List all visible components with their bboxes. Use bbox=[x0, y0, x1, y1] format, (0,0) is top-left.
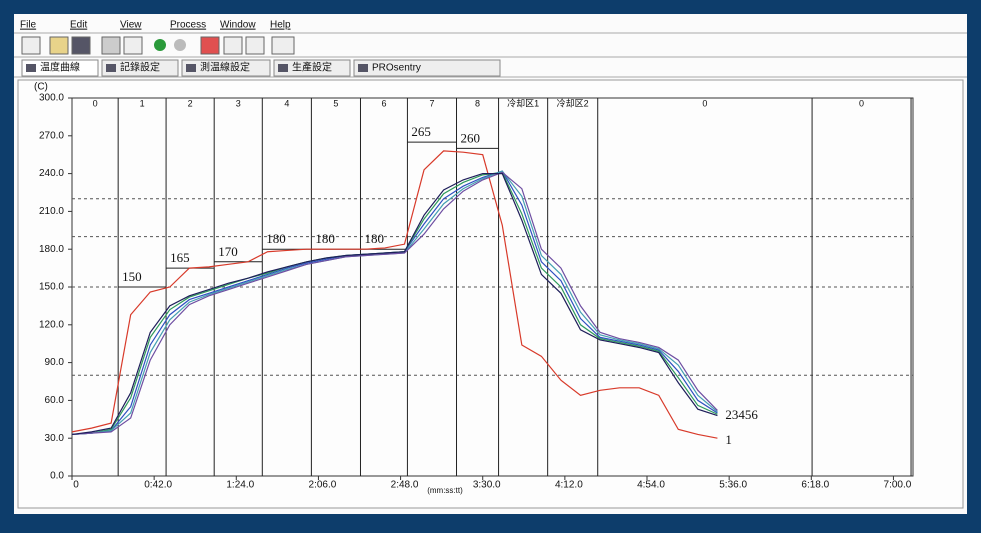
save-button[interactable] bbox=[71, 36, 91, 55]
tab-label: PROsentry bbox=[372, 63, 421, 74]
about-button[interactable] bbox=[245, 36, 265, 55]
zone-label: 冷却区2 bbox=[557, 97, 589, 108]
tab-label: 生產設定 bbox=[292, 61, 332, 74]
zone-label: 6 bbox=[381, 98, 386, 108]
menu-item[interactable]: Edit bbox=[70, 20, 87, 31]
new-button[interactable] bbox=[21, 36, 41, 55]
zone-label: 0 bbox=[93, 98, 98, 108]
y-unit-label: (C) bbox=[34, 82, 48, 93]
y-tick-label: 30.0 bbox=[45, 433, 65, 444]
setpoint-label: 180 bbox=[266, 231, 286, 246]
x-tick-label: 4:12.0 bbox=[555, 480, 583, 491]
y-tick-label: 60.0 bbox=[45, 395, 65, 406]
tab-icon bbox=[186, 64, 196, 72]
tab[interactable] bbox=[21, 59, 99, 77]
y-tick-label: 300.0 bbox=[39, 93, 64, 104]
zone-button[interactable] bbox=[200, 36, 220, 55]
curve-label: 1 bbox=[725, 432, 732, 447]
x-tick-label: 4:54.0 bbox=[637, 480, 665, 491]
y-tick-label: 270.0 bbox=[39, 130, 64, 141]
temperature-curve bbox=[71, 173, 718, 436]
zone-label: 1 bbox=[140, 98, 145, 108]
x-tick-label: 3:30.0 bbox=[473, 480, 501, 491]
zone-label: 4 bbox=[284, 98, 289, 108]
y-tick-label: 90.0 bbox=[45, 357, 65, 368]
y-tick-label: 180.0 bbox=[39, 244, 64, 255]
tab-icon bbox=[106, 64, 116, 72]
toolbar bbox=[14, 36, 967, 78]
y-tick-label: 150.0 bbox=[39, 282, 64, 293]
chart-panel bbox=[17, 79, 964, 509]
y-tick-label: 0.0 bbox=[50, 471, 64, 482]
zone-label: 3 bbox=[236, 98, 241, 108]
tab-icon bbox=[278, 64, 288, 72]
zone-label: 5 bbox=[333, 98, 338, 108]
tab[interactable] bbox=[181, 59, 271, 77]
x-tick-label: 7:00.0 bbox=[884, 480, 912, 491]
setpoint-label: 170 bbox=[218, 244, 238, 259]
stop-button[interactable] bbox=[174, 39, 186, 51]
setpoint-label: 180 bbox=[364, 231, 384, 246]
zone-label: 8 bbox=[475, 98, 480, 108]
zone-label: 0 bbox=[702, 98, 707, 108]
menu-item[interactable]: File bbox=[20, 20, 37, 31]
setpoint-label: 165 bbox=[170, 250, 190, 265]
temperature-curve bbox=[71, 150, 718, 439]
x-axis-label: (mm:ss:tt) bbox=[427, 486, 463, 495]
probe-button[interactable] bbox=[223, 36, 243, 55]
menu-item[interactable]: View bbox=[120, 20, 142, 31]
tab[interactable] bbox=[353, 59, 501, 77]
tab-icon bbox=[26, 64, 36, 72]
menu-item[interactable]: Help bbox=[270, 20, 291, 31]
x-tick-label: 2:06.0 bbox=[309, 480, 337, 491]
setpoint-label: 150 bbox=[122, 269, 142, 284]
setpoint-label: 265 bbox=[411, 124, 431, 139]
x-tick-label: 2:48.0 bbox=[391, 480, 419, 491]
temperature-curve bbox=[71, 171, 718, 436]
zone-label: 7 bbox=[429, 98, 434, 108]
y-tick-label: 240.0 bbox=[39, 168, 64, 179]
zone-label: 冷却区1 bbox=[507, 97, 539, 108]
print-button[interactable] bbox=[101, 36, 121, 55]
zone-label: 0 bbox=[859, 98, 864, 108]
tab-label: 温度曲線 bbox=[40, 61, 80, 74]
menu-item[interactable]: Window bbox=[220, 20, 256, 31]
x-tick-label: 0:42.0 bbox=[144, 480, 172, 491]
y-tick-label: 210.0 bbox=[39, 206, 64, 217]
setpoint-label: 180 bbox=[315, 231, 335, 246]
open-button[interactable] bbox=[49, 36, 69, 55]
start-button[interactable] bbox=[154, 39, 166, 51]
curve-label: 23456 bbox=[725, 407, 758, 422]
x-tick-label: 6:18.0 bbox=[801, 480, 829, 491]
x-tick-label: 1:24.0 bbox=[226, 480, 254, 491]
tab-icon bbox=[358, 64, 368, 72]
preview-button[interactable] bbox=[123, 36, 143, 55]
tab-label: 記錄設定 bbox=[120, 61, 160, 74]
x-tick-label: 5:36.0 bbox=[719, 480, 747, 491]
tab-label: 測温線設定 bbox=[200, 61, 250, 74]
x-tick-label: 0 bbox=[73, 480, 79, 491]
setpoint-label: 260 bbox=[461, 130, 481, 145]
zone-label: 2 bbox=[188, 98, 193, 108]
tab[interactable] bbox=[273, 59, 351, 77]
tab[interactable] bbox=[101, 59, 179, 77]
help-button[interactable] bbox=[271, 36, 295, 55]
y-tick-label: 120.0 bbox=[39, 319, 64, 330]
menu-item[interactable]: Process bbox=[170, 20, 206, 31]
